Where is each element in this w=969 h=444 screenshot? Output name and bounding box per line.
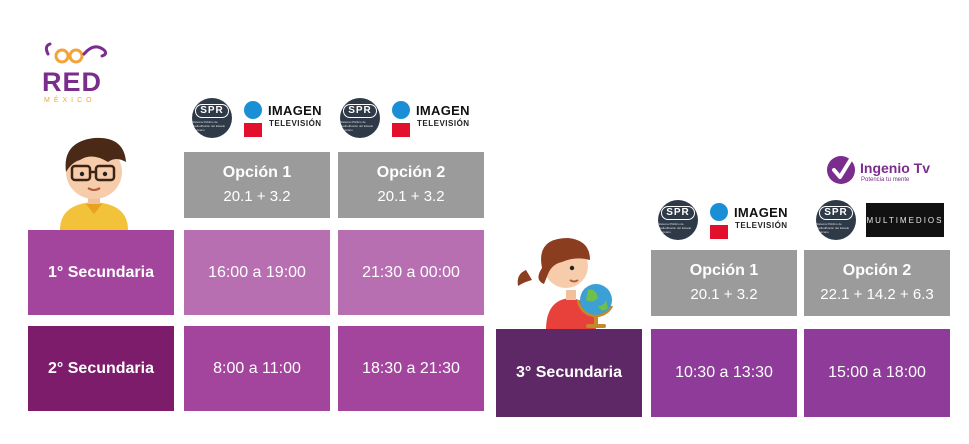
option-1-header: Opción 1 20.1 + 3.2 xyxy=(651,250,797,316)
option-1-header: Opción 1 20.1 + 3.2 xyxy=(184,152,330,218)
option-2-header: Opción 2 22.1 + 14.2 + 6.3 xyxy=(804,250,950,316)
girl-with-globe-icon xyxy=(517,238,614,330)
schedule-cell: 18:30 a 21:30 xyxy=(338,326,484,411)
imagen-tv-logo: IMAGEN TELEVISIÓN xyxy=(244,101,334,141)
imagen-square-icon xyxy=(244,123,262,137)
schedule-cell: 15:00 a 18:00 xyxy=(804,329,950,417)
imagen-tv-logo: IMAGEN TELEVISIÓN xyxy=(710,203,800,243)
ingenio-check-icon xyxy=(827,149,858,184)
ingenio-tv-logo: Ingenio Tv Potencia tu mente xyxy=(826,148,946,188)
imagen-square-icon xyxy=(392,123,410,137)
logo-red-text: RED xyxy=(42,67,103,97)
red-mexico-logo: RED MÉXICO xyxy=(40,40,112,106)
spr-logo: SPR Sistema Público de Radiodifusión del… xyxy=(192,98,232,138)
imagen-dot-icon xyxy=(244,101,262,119)
schedule-cell: 21:30 a 00:00 xyxy=(338,230,484,315)
option-2-header: Opción 2 20.1 + 3.2 xyxy=(338,152,484,218)
grade-3-label: 3° Secundaria xyxy=(496,329,642,417)
multimedios-logo: MULTIMEDIOS xyxy=(866,203,944,237)
logo-country-text: MÉXICO xyxy=(44,97,96,104)
imagen-square-icon xyxy=(710,225,728,239)
grade-1-label: 1° Secundaria xyxy=(28,230,174,315)
imagen-tv-logo: IMAGEN TELEVISIÓN xyxy=(392,101,482,141)
spr-logo: SPR Sistema Público de Radiodifusión del… xyxy=(816,200,856,240)
imagen-dot-icon xyxy=(392,101,410,119)
schedule-cell: 16:00 a 19:00 xyxy=(184,230,330,315)
schedule-cell: 8:00 a 11:00 xyxy=(184,326,330,411)
grade-2-label: 2° Secundaria xyxy=(28,326,174,411)
imagen-dot-icon xyxy=(710,203,728,221)
boy-character-icon xyxy=(60,137,128,230)
schedule-cell: 10:30 a 13:30 xyxy=(651,329,797,417)
red-logo-swirl-icon xyxy=(44,42,108,64)
ingenio-tagline: Potencia tu mente xyxy=(861,177,910,183)
ingenio-name: Ingenio Tv xyxy=(860,160,930,176)
spr-logo: SPR Sistema Público de Radiodifusión del… xyxy=(340,98,380,138)
spr-logo: SPR Sistema Público de Radiodifusión del… xyxy=(658,200,698,240)
